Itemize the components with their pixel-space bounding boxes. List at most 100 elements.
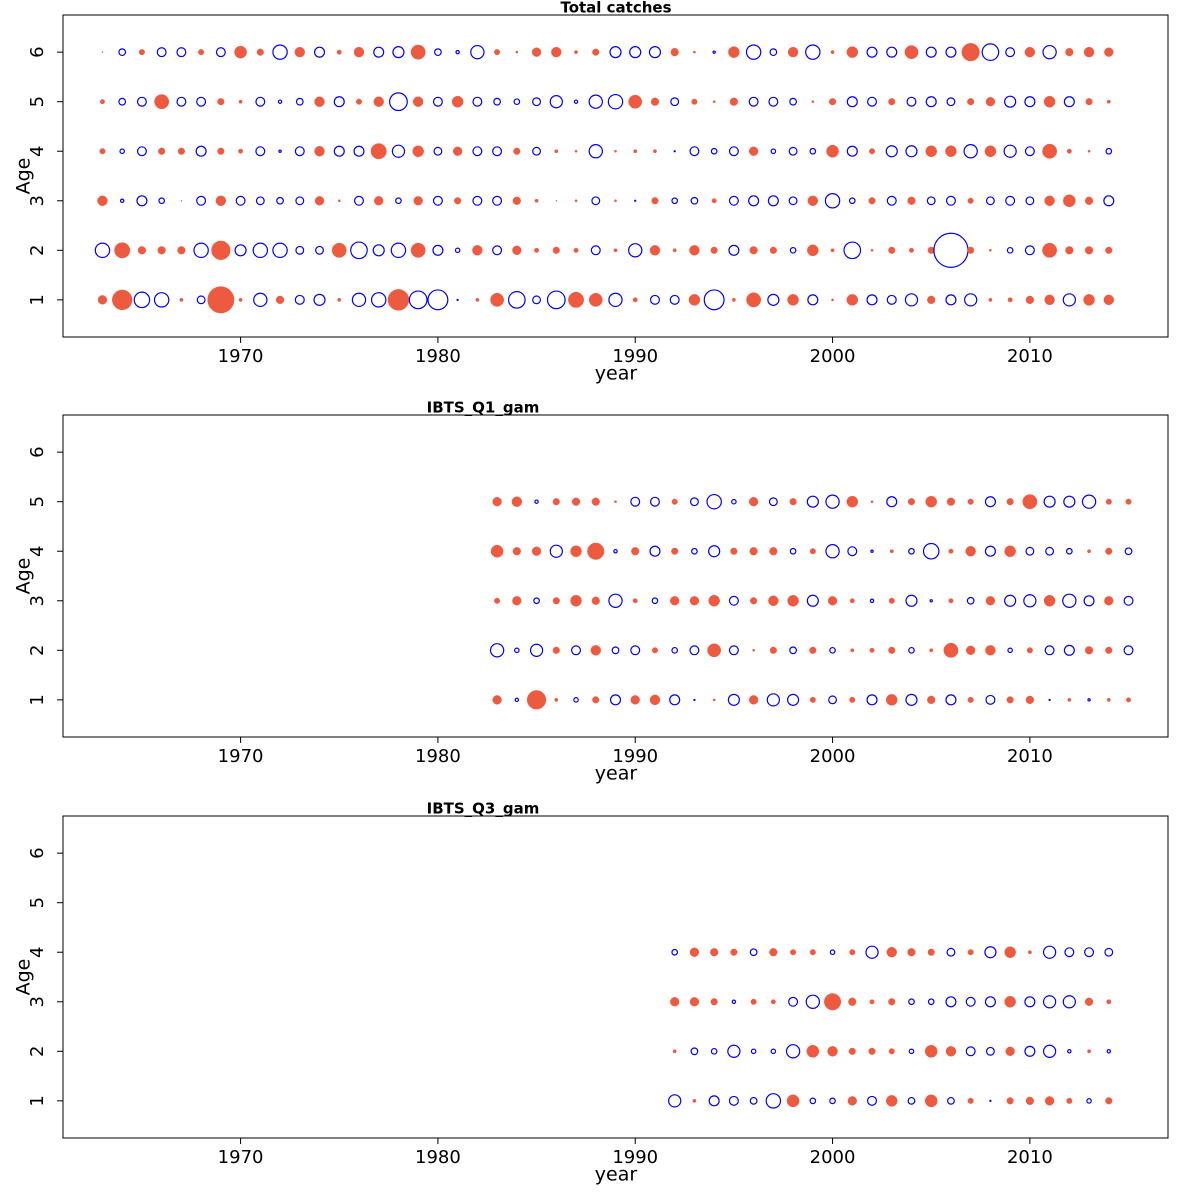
bubble-positive (888, 597, 895, 604)
bubble-negative (1004, 95, 1017, 108)
bubble-negative (963, 144, 978, 159)
bubble-negative (671, 646, 679, 654)
bubble-positive (1087, 1049, 1091, 1054)
bubble-negative (748, 195, 760, 207)
bubble-negative (136, 195, 148, 207)
bubble-negative (609, 694, 622, 706)
bubble-negative (767, 293, 780, 306)
bubble-negative (195, 145, 207, 157)
chart-title: IBTS_Q3_gam (427, 800, 540, 818)
bubble-negative (489, 643, 505, 658)
bubble-negative (708, 1095, 720, 1107)
bubble-positive (830, 248, 835, 253)
bubble-negative (727, 693, 740, 706)
bubble-positive (672, 1049, 677, 1054)
bubble-positive (551, 46, 562, 58)
bubble-positive (831, 298, 834, 302)
bubble-positive (574, 149, 578, 153)
bubble-negative (529, 643, 544, 657)
bubble-positive (948, 598, 954, 604)
bubble-positive (490, 292, 504, 307)
bubble-negative (408, 290, 428, 310)
bubble-positive (769, 246, 777, 254)
bubble-positive (945, 145, 957, 157)
bubble-negative (925, 96, 937, 108)
bubble-negative (908, 1048, 915, 1055)
bubble-negative (727, 1044, 741, 1058)
bubble-positive (101, 51, 104, 53)
bubble-positive (591, 497, 600, 506)
bubble-negative (886, 294, 897, 305)
bubble-positive (927, 695, 936, 704)
bubble-negative (507, 290, 526, 309)
bubble-negative (1062, 995, 1076, 1009)
bubble-negative (390, 242, 407, 259)
y-tick-label: 5 (27, 496, 48, 507)
bubble-positive (746, 292, 762, 308)
bubble-positive (632, 598, 638, 604)
bubble-negative (907, 1096, 916, 1105)
bubble-positive (888, 1048, 895, 1055)
bubble-negative (156, 47, 167, 58)
bubble-negative (825, 494, 840, 509)
bubble-positive (154, 94, 170, 110)
bubble-negative (1104, 947, 1114, 957)
bubble-positive (570, 595, 582, 607)
bubble-positive (967, 246, 975, 254)
bubble-positive (531, 47, 542, 57)
bubble-negative (1025, 196, 1035, 206)
bubble-positive (1103, 294, 1115, 306)
bubble-positive (869, 647, 875, 653)
bubble-positive (888, 998, 896, 1006)
bubble-positive (1066, 1097, 1073, 1104)
bubble-negative (176, 47, 187, 58)
bubble-positive (97, 195, 108, 206)
bubble-positive (512, 596, 522, 606)
bubble-negative (389, 92, 408, 112)
bubble-positive (807, 244, 819, 257)
bubble-negative (750, 1048, 757, 1055)
bubble-negative (472, 146, 483, 157)
bubble-negative (788, 996, 799, 1007)
bubble-positive (614, 199, 617, 203)
bubble-positive (868, 1047, 876, 1055)
bubble-negative (1042, 995, 1057, 1009)
bubble-negative (1025, 546, 1035, 556)
bubble-negative (372, 244, 385, 257)
bubble-negative (749, 948, 758, 957)
bubble-positive (198, 49, 205, 56)
bubble-positive (847, 1096, 857, 1106)
bubble-positive (211, 240, 231, 260)
bubble-negative (315, 245, 324, 255)
bubble-negative (549, 544, 563, 558)
bubble-negative (454, 247, 461, 254)
bubble-negative (984, 996, 996, 1008)
bubble-positive (1067, 697, 1072, 702)
bubble-positive (412, 145, 424, 157)
bubble-negative (590, 245, 601, 256)
bubble-positive (889, 549, 894, 554)
bubble-negative (846, 145, 858, 157)
y-tick-label: 4 (27, 947, 48, 958)
x-tick-label: 1980 (415, 746, 461, 767)
bubble-negative (669, 294, 680, 305)
bubble-positive (294, 46, 305, 58)
bubble-positive (651, 197, 659, 205)
x-tick-label: 1970 (218, 1147, 264, 1168)
bubble-positive (633, 149, 638, 154)
bubble-negative (118, 48, 127, 57)
bubble-positive (554, 697, 559, 702)
bubble-negative (866, 294, 878, 306)
bubble-positive (924, 1045, 938, 1058)
bubble-positive (1065, 48, 1074, 57)
bubble-positive (177, 246, 186, 255)
bubble-positive (570, 545, 582, 557)
bubble-positive (829, 98, 837, 106)
bubble-positive (100, 99, 105, 105)
bubble-positive (710, 246, 718, 254)
bubble-negative (514, 647, 520, 654)
bubble-positive (336, 49, 342, 55)
bubble-positive (512, 196, 521, 205)
bubble-positive (786, 1094, 800, 1108)
bubble-positive (886, 947, 897, 958)
